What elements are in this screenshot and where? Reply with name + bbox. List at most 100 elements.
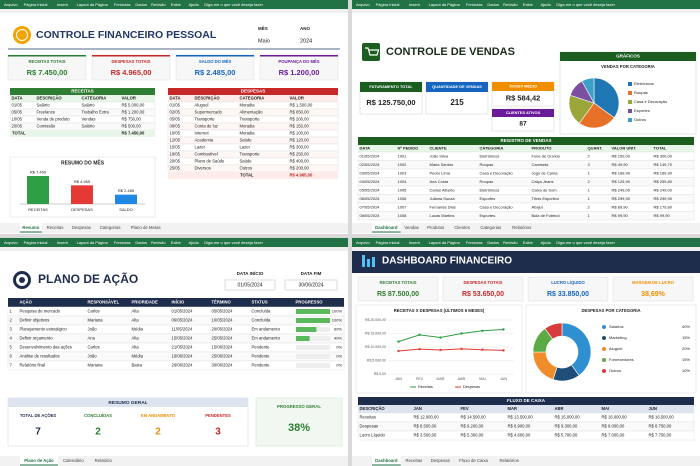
ribbon-item[interactable]: Layout da Página [77,2,109,7]
cell: R$ 3.500,00 [414,433,437,438]
ribbon-item[interactable]: Diga-me o que você deseja fazer [204,240,263,245]
label: SALDO DO MÊS [199,59,232,64]
legend-value: 40% [682,324,690,329]
series-point [439,336,442,339]
sheet-tab[interactable]: Plano de Metas [131,225,161,230]
sheet-tab[interactable]: Dashboard [375,458,398,463]
ribbon-item[interactable]: Dados [135,240,147,245]
ribbon-item[interactable]: Inserir [57,2,69,7]
cell: Em andamento [252,336,281,341]
summary-value: 2 [155,427,161,438]
active-tab [372,456,401,465]
ribbon-item[interactable]: Arquivo [4,240,18,245]
ribbon-item[interactable]: Ajuda [189,240,200,245]
label: RECEITAS TOTAIS [29,59,66,64]
column-header: DATA [360,146,371,151]
sheet-tab[interactable]: Fluxo de Caixa [459,458,488,463]
ribbon-item[interactable]: Arquivo [356,2,370,7]
ribbon-item[interactable]: Fórmulas [114,240,131,245]
cell: R$ 300,00 [654,153,673,158]
sheet-tab[interactable]: Relatório [95,458,113,463]
ribbon-item[interactable]: Exibir [171,240,182,245]
label: CLIENTES ATIVOS [506,110,541,115]
sheet-tab[interactable]: Clientes [454,225,470,230]
column-header: PRIORIDADE [132,300,158,305]
label: R$ 2.485,00 [195,68,236,77]
ribbon-item[interactable]: Fórmulas [114,2,131,7]
table-header [8,298,344,307]
ribbon-item[interactable]: Exibir [523,2,534,7]
ribbon-item[interactable]: Página Inicial [376,2,400,7]
sheet-tab[interactable]: Resumo [22,225,39,230]
column-header: JAN [414,406,422,411]
sheet-tab[interactable]: Relatórios [512,225,531,230]
cell: Transporte [240,117,261,122]
ribbon-item[interactable]: Inserir [409,2,421,7]
sheet-tab[interactable]: Categorias [480,225,501,230]
cell: 3 [588,162,591,167]
cell: R$ 89,90 [612,204,629,209]
label: DESPESAS [241,89,266,94]
ribbon [352,238,700,247]
cell: Concluída [252,309,272,314]
ribbon-item[interactable]: Diga-me o que você deseja fazer [556,240,615,245]
cell: R$ 99,90 [654,213,671,218]
ribbon-item[interactable]: Layout da Página [429,2,461,7]
pie-slice [544,322,563,340]
sheet-tab[interactable]: Receitas [47,225,64,230]
ribbon-item[interactable]: Layout da Página [77,240,109,245]
ribbon-item[interactable]: Página Inicial [24,2,48,7]
sheet-tab[interactable]: Despesas [431,458,450,463]
ribbon-item[interactable]: Layout da Página [429,240,461,245]
ribbon-item[interactable]: Arquivo [356,240,370,245]
label: 87 [519,121,527,128]
ribbon-item[interactable]: Fórmulas [466,2,483,7]
label: DESPESAS TOTAIS [464,280,503,285]
sheet-tab[interactable]: Calendário [63,458,84,463]
ribbon-item[interactable]: Revisão [151,2,166,7]
ribbon-item[interactable]: Exibir [171,2,182,7]
cell: R$ 189,90 [612,170,631,175]
cell: 05/05/2024 [212,309,234,314]
legend-label: Salários [609,324,623,329]
cell: 25/06/2024 [212,354,234,359]
ribbon-item[interactable]: Dados [487,240,499,245]
cell: 04/05/2024 [360,179,381,184]
ribbon-item[interactable]: Ajuda [541,240,552,245]
ribbon-item[interactable]: Fórmulas [466,240,483,245]
column-header: ABR [555,406,564,411]
ribbon-item[interactable]: Dados [487,2,499,7]
ribbon-item[interactable]: Arquivo [4,2,18,7]
ribbon-item[interactable]: Exibir [523,240,534,245]
sheet-tab[interactable]: Vendas [404,225,418,230]
ribbon-item[interactable]: Revisão [503,2,518,7]
ribbon-item[interactable]: Revisão [151,240,166,245]
sheet-tab[interactable]: Relatórios [500,458,519,463]
sheet-tab[interactable]: Produtos [427,225,444,230]
ribbon-item[interactable]: Ajuda [189,2,200,7]
ribbon-item[interactable]: Ajuda [541,2,552,7]
ribbon-item[interactable]: Diga-me o que você deseja fazer [556,2,615,7]
title: CONTROLE FINANCEIRO PESSOAL [36,29,217,41]
cell: 2 [588,153,591,158]
ribbon-item[interactable]: Inserir [409,240,421,245]
sheet-tab[interactable]: Despesas [72,225,91,230]
legend-swatch [602,347,606,351]
cell: Trabalho Extra [82,110,110,115]
ribbon-item[interactable]: Revisão [503,240,518,245]
progress-track [296,345,330,350]
sheet-tab[interactable]: Dashboard [375,225,398,230]
label: DESPESAS TOTAIS [112,59,151,64]
ribbon-item[interactable]: Página Inicial [24,240,48,245]
ribbon-item[interactable]: Inserir [57,240,69,245]
cell: R$ 259,80 [654,179,673,184]
ribbon-item[interactable]: Página Inicial [376,240,400,245]
sheet-tab[interactable]: Plano de Ação [24,458,54,463]
ribbon-item[interactable]: Dados [135,2,147,7]
sheet-tab[interactable]: Receitas [406,458,423,463]
ribbon-item[interactable]: Diga-me o que você deseja fazer [204,2,263,7]
cell: Academia [195,138,214,143]
series-point [418,333,421,337]
table-row [167,157,339,166]
sheet-tab[interactable]: Categorias [100,225,121,230]
